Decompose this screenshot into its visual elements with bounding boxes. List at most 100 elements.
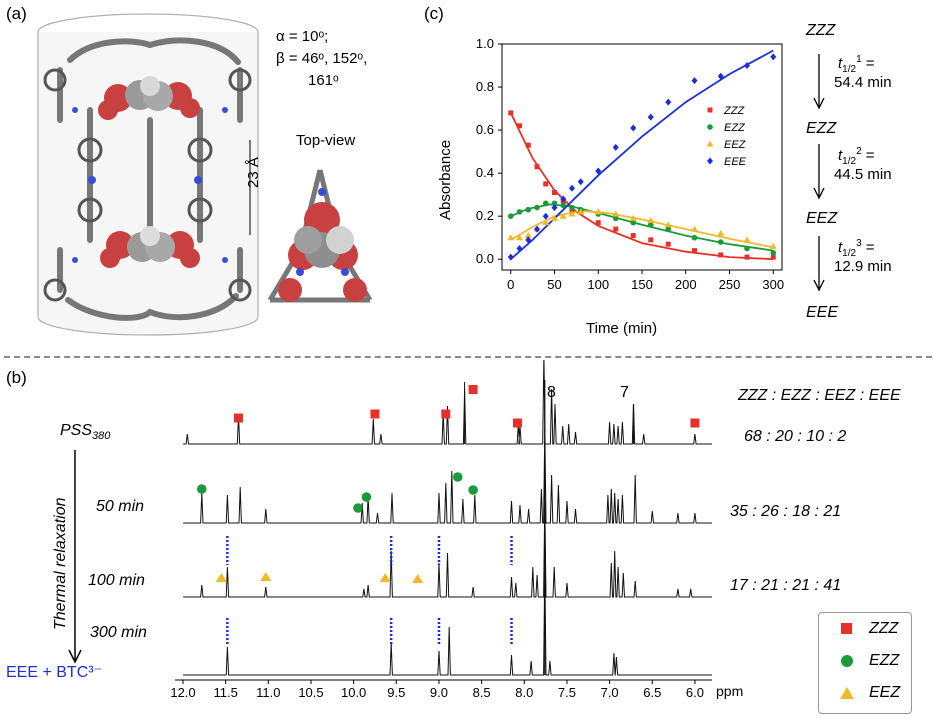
ppm-tick-label: 10.0 (341, 685, 366, 700)
point-zzz (552, 190, 557, 196)
point-ezz (770, 249, 777, 256)
point-eez (629, 214, 637, 221)
legend-zzz-marker (841, 623, 852, 634)
point-eee (612, 143, 619, 151)
ppm-tick-label: 11.0 (256, 685, 280, 700)
point-eez (664, 221, 672, 228)
point-ezz (630, 219, 637, 226)
point-eez (743, 236, 751, 243)
half-life-2: t1/22 = (838, 146, 875, 167)
y-tick-label: 0.4 (476, 165, 494, 180)
legend-eez-marker (840, 687, 854, 699)
legend-marker-zzz (707, 107, 713, 113)
point-eez (524, 232, 532, 239)
legend-ezz-label: EZZ (869, 652, 900, 669)
point-eee (551, 204, 558, 212)
ppm-label: ppm (716, 683, 744, 699)
point-eez (769, 242, 777, 249)
point-zzz (770, 254, 776, 260)
point-eee (630, 124, 637, 132)
zzz-marker (512, 418, 522, 428)
fit-line-zzz (509, 112, 774, 261)
nmr-spectra: 12.0 11.5 11.0 10.5 10.0 9.5 9.0 8.5 8.0 7.5 7.0 6.… (68, 360, 712, 700)
point-zzz (630, 233, 636, 239)
eez-marker (412, 574, 424, 583)
zzz-marker (233, 413, 243, 423)
point-ezz (542, 200, 549, 207)
point-eee (569, 184, 575, 192)
eez-marker (215, 573, 227, 582)
ratio-header: ZZZ : EZZ : EEZ : EEE (738, 387, 901, 404)
alpha-angle: α = 10ᵒ; (276, 28, 329, 45)
ppm-tick-label: 8.5 (473, 685, 491, 700)
panel-separator (4, 356, 932, 358)
point-eez (691, 225, 698, 232)
legend-eez-label: EEZ (869, 684, 901, 701)
point-zzz (595, 220, 601, 226)
point-eee (665, 98, 672, 106)
point-eez (717, 229, 725, 236)
half-life-2-value: 44.5 min (834, 166, 892, 183)
thermal-relaxation-label: Thermal relaxation (52, 497, 69, 631)
legend-zzz-label: ZZZ (869, 620, 899, 637)
legend-marker-eee (707, 157, 713, 165)
point-eee (647, 113, 654, 121)
eez-marker (260, 572, 272, 581)
x-tick-label: 50 (547, 277, 561, 292)
point-eez (647, 216, 655, 223)
top-view-label: Top-view (296, 132, 356, 149)
x-tick-label: 300 (762, 277, 784, 292)
legend-label-zzz: ZZZ (723, 105, 745, 117)
point-eez (551, 214, 558, 221)
absorbance-chart: 0 50 100 150 200 250 300 0.0 0.2 0.4 0.6 0.8 1.0 ZZZ… (476, 36, 784, 292)
half-life-3: t1/23 = (838, 238, 875, 259)
legend-marker-ezz (707, 124, 713, 130)
legend-label-eez: EEZ (724, 139, 747, 151)
peak-label-8: 8 (547, 384, 556, 401)
point-eee (525, 236, 532, 244)
point-ezz (534, 204, 540, 211)
point-ezz (647, 222, 654, 228)
x-tick-label: 100 (587, 277, 609, 292)
point-ezz (560, 202, 567, 209)
y-tick-label: 0.8 (476, 79, 494, 94)
ppm-tick-label: 6.5 (643, 685, 661, 700)
trace-label-100min: 100 min (88, 572, 145, 589)
point-zzz (648, 237, 654, 243)
point-eez (516, 234, 523, 241)
ezz-marker (468, 485, 478, 495)
legend-label-ezz: EZZ (724, 122, 746, 134)
point-zzz (525, 142, 531, 148)
point-eee (691, 77, 698, 85)
ppm-tick-label: 7.0 (601, 685, 619, 700)
point-ezz (691, 234, 698, 241)
point-eee (595, 167, 602, 175)
point-eez (577, 208, 585, 215)
ppm-tick-label: 9.5 (387, 685, 405, 700)
point-zzz (517, 123, 522, 129)
beta-angles-cont: 161ᵒ (308, 72, 339, 89)
ezz-marker (452, 472, 463, 482)
panel-label-a: (a) (6, 4, 27, 23)
point-eee (717, 72, 724, 80)
point-eez (507, 234, 515, 241)
point-eee (770, 53, 777, 61)
nmr-trace (183, 360, 712, 445)
nmr-trace (183, 427, 712, 524)
beta-angles: β = 46ᵒ, 152ᵒ, (276, 50, 368, 67)
point-ezz (516, 209, 523, 215)
point-zzz (543, 181, 549, 187)
point-zzz (665, 241, 671, 247)
point-eee (577, 178, 584, 186)
point-eee (516, 244, 523, 252)
panel-label-c: (c) (424, 4, 444, 23)
zzz-marker (468, 385, 478, 394)
point-ezz (744, 245, 750, 252)
ppm-tick-label: 9.0 (430, 685, 448, 700)
zzz-marker (370, 409, 380, 419)
point-eee (542, 212, 549, 220)
kinetic-arrows (813, 54, 825, 292)
legend-label-eee: EEE (724, 156, 747, 168)
x-tick-label: 250 (719, 277, 741, 292)
ppm-tick-label: 10.5 (298, 685, 323, 700)
